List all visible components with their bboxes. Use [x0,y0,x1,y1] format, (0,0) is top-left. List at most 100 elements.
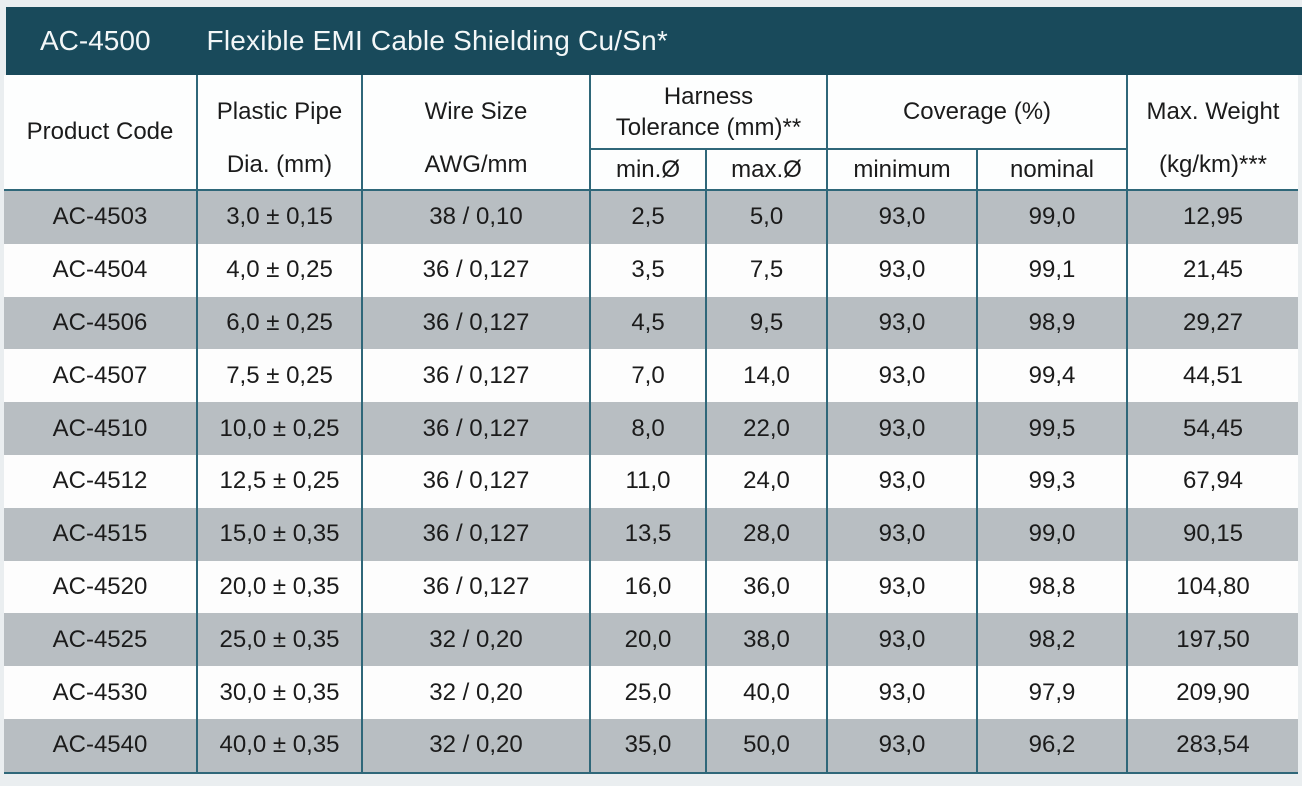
table-title: Flexible EMI Cable Shielding Cu/Sn* [206,25,668,56]
cell-harness_max: 24,0 [707,454,828,508]
cell-max_weight: 44,51 [1128,349,1298,403]
subcol-header-min-diameter: min.Ø [591,150,707,191]
cell-product_code: AC-4512 [4,454,198,508]
cell-harness_max: 7,5 [707,243,828,297]
cell-max_weight: 29,27 [1128,296,1298,350]
product-table: Product Code Plastic Pipe Dia. (mm) Wire… [4,75,1298,774]
cell-product_code: AC-4540 [4,718,198,772]
cell-wire_size: 36 / 0,127 [363,296,591,350]
subcol-header-max-diameter: max.Ø [707,150,828,191]
cell-pipe_dia: 6,0 ± 0,25 [198,296,363,350]
cell-product_code: AC-4520 [4,560,198,614]
cell-wire_size: 32 / 0,20 [363,718,591,772]
cell-pipe_dia: 4,0 ± 0,25 [198,243,363,297]
cell-harness_min: 11,0 [591,454,707,508]
cell-product_code: AC-4507 [4,349,198,403]
cell-harness_min: 16,0 [591,560,707,614]
col-header-label: Wire Size [424,98,528,125]
col-header-max-weight: Max. Weight (kg/km)*** [1128,75,1298,191]
col-header-unit: Dia. (mm) [226,151,333,178]
table-title-bar: AC-4500 Flexible EMI Cable Shielding Cu/… [6,7,1302,75]
col-header-plastic-pipe: Plastic Pipe Dia. (mm) [198,75,363,191]
cell-pipe_dia: 20,0 ± 0,35 [198,560,363,614]
subcol-header-label: min.Ø [615,155,680,183]
cell-pipe_dia: 10,0 ± 0,25 [198,402,363,455]
cell-coverage_nom: 98,2 [978,613,1128,667]
cell-coverage_nom: 99,3 [978,454,1128,508]
cell-coverage_nom: 97,9 [978,666,1128,719]
cell-coverage_nom: 99,1 [978,243,1128,297]
col-header-unit: Tolerance (mm)** [615,113,802,141]
cell-pipe_dia: 15,0 ± 0,35 [198,507,363,561]
cell-harness_max: 40,0 [707,666,828,719]
cell-harness_min: 3,5 [591,243,707,297]
cell-coverage_min: 93,0 [828,666,978,719]
series-code: AC-4500 [40,25,151,56]
col-header-harness-tolerance: Harness Tolerance (mm)** [591,75,828,150]
cell-max_weight: 104,80 [1128,560,1298,614]
col-header-wire-size: Wire Size AWG/mm [363,75,591,191]
cell-product_code: AC-4506 [4,296,198,350]
cell-coverage_min: 93,0 [828,191,978,244]
col-header-label: Max. Weight [1146,98,1280,125]
subcol-header-coverage-nominal: nominal [978,150,1128,191]
cell-harness_max: 28,0 [707,507,828,561]
cell-harness_max: 38,0 [707,613,828,667]
cell-coverage_nom: 99,0 [978,507,1128,561]
subcol-header-label: minimum [853,155,951,183]
cell-coverage_nom: 98,8 [978,560,1128,614]
cell-product_code: AC-4504 [4,243,198,297]
subcol-header-coverage-minimum: minimum [828,150,978,191]
cell-pipe_dia: 12,5 ± 0,25 [198,454,363,508]
cell-coverage_nom: 96,2 [978,718,1128,772]
cell-wire_size: 32 / 0,20 [363,666,591,719]
cell-wire_size: 36 / 0,127 [363,560,591,614]
cell-coverage_min: 93,0 [828,402,978,455]
cell-harness_max: 22,0 [707,402,828,455]
cell-wire_size: 36 / 0,127 [363,454,591,508]
cell-pipe_dia: 40,0 ± 0,35 [198,718,363,772]
cell-product_code: AC-4530 [4,666,198,719]
cell-harness_min: 7,0 [591,349,707,403]
cell-product_code: AC-4510 [4,402,198,455]
col-header-label: Plastic Pipe [216,98,343,125]
col-header-coverage: Coverage (%) [828,75,1128,150]
col-header-unit: (kg/km)*** [1158,151,1267,178]
cell-harness_min: 8,0 [591,402,707,455]
cell-pipe_dia: 7,5 ± 0,25 [198,349,363,403]
cell-max_weight: 197,50 [1128,613,1298,667]
cell-wire_size: 32 / 0,20 [363,613,591,667]
cell-max_weight: 209,90 [1128,666,1298,719]
cell-pipe_dia: 25,0 ± 0,35 [198,613,363,667]
cell-coverage_min: 93,0 [828,613,978,667]
cell-max_weight: 283,54 [1128,718,1298,772]
cell-coverage_min: 93,0 [828,718,978,772]
cell-harness_max: 36,0 [707,560,828,614]
cell-max_weight: 67,94 [1128,454,1298,508]
cell-max_weight: 12,95 [1128,191,1298,244]
cell-harness_min: 25,0 [591,666,707,719]
cell-harness_min: 35,0 [591,718,707,772]
cell-product_code: AC-4503 [4,191,198,244]
cell-harness_max: 14,0 [707,349,828,403]
cell-harness_min: 2,5 [591,191,707,244]
cell-wire_size: 36 / 0,127 [363,402,591,455]
cell-coverage_nom: 99,0 [978,191,1128,244]
cell-coverage_nom: 98,9 [978,296,1128,350]
cell-coverage_min: 93,0 [828,243,978,297]
cell-product_code: AC-4515 [4,507,198,561]
cell-max_weight: 90,15 [1128,507,1298,561]
cell-coverage_nom: 99,5 [978,402,1128,455]
cell-wire_size: 38 / 0,10 [363,191,591,244]
cell-coverage_min: 93,0 [828,349,978,403]
subcol-header-label: max.Ø [731,155,802,183]
cell-coverage_min: 93,0 [828,507,978,561]
col-header-unit: AWG/mm [424,151,528,178]
col-header-product-code: Product Code [4,75,198,191]
cell-harness_min: 20,0 [591,613,707,667]
cell-product_code: AC-4525 [4,613,198,667]
cell-harness_max: 9,5 [707,296,828,350]
cell-coverage_nom: 99,4 [978,349,1128,403]
cell-harness_max: 50,0 [707,718,828,772]
